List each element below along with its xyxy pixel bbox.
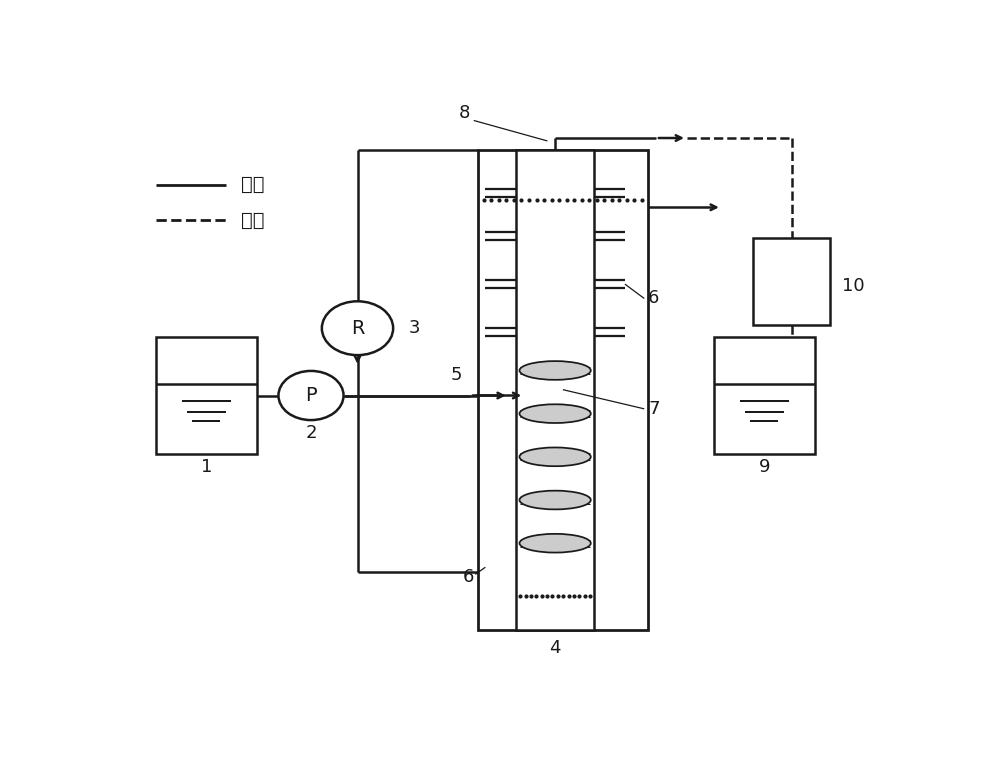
Circle shape [278,371,344,420]
Text: R: R [351,318,364,337]
Text: 6: 6 [648,290,660,307]
Text: 2: 2 [305,423,317,442]
Text: 气线: 气线 [241,211,265,230]
Bar [478,150,648,629]
Ellipse shape [519,361,591,380]
Bar [753,238,830,325]
Ellipse shape [519,534,591,553]
Text: 7: 7 [648,400,660,418]
Ellipse shape [519,491,591,509]
Text: 6: 6 [462,568,474,586]
Text: 10: 10 [842,277,864,295]
Bar [156,337,257,454]
Text: P: P [305,386,317,405]
Text: 3: 3 [409,319,420,337]
Text: 5: 5 [451,366,462,384]
Ellipse shape [519,404,591,423]
Text: 水线: 水线 [241,176,265,195]
Text: 1: 1 [201,458,212,476]
Text: 8: 8 [458,103,470,122]
Ellipse shape [519,448,591,466]
Text: 4: 4 [549,639,561,657]
Text: 9: 9 [759,458,770,476]
Bar [516,150,594,629]
Bar [714,337,815,454]
Circle shape [322,301,393,355]
